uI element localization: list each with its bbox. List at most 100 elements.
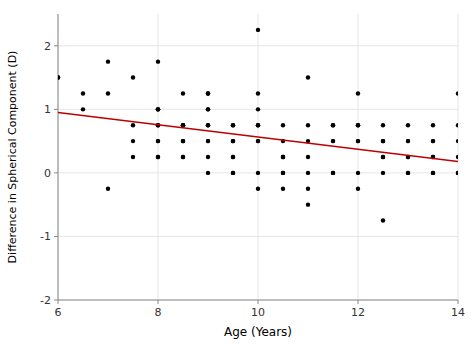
scatter-point <box>181 123 185 127</box>
scatter-point <box>156 107 160 111</box>
y-tick <box>54 45 58 46</box>
scatter-point <box>331 171 335 175</box>
scatter-point <box>381 155 385 159</box>
scatter-point <box>181 139 185 143</box>
scatter-point <box>281 187 285 191</box>
scatter-point <box>131 139 135 143</box>
grid <box>58 14 458 300</box>
scatter-point <box>206 139 210 143</box>
scatter-point <box>431 139 435 143</box>
scatter-point <box>231 139 235 143</box>
scatter-point <box>331 171 335 175</box>
scatter-point <box>106 187 110 191</box>
scatter-point <box>256 171 260 175</box>
axes: 68101214-2-1012 <box>40 14 465 319</box>
y-tick <box>54 300 58 301</box>
scatter-point <box>231 171 235 175</box>
x-axis-label: Age (Years) <box>224 325 292 339</box>
x-tick-label: 14 <box>451 306 465 319</box>
scatter-point <box>256 28 260 32</box>
scatter-point <box>356 171 360 175</box>
scatter-point <box>406 171 410 175</box>
scatter-point <box>131 123 135 127</box>
scatter-point <box>156 107 160 111</box>
scatter-point <box>256 139 260 143</box>
scatter-point <box>331 139 335 143</box>
scatter-point <box>106 59 110 63</box>
y-tick-label: 0 <box>44 167 51 180</box>
scatter-point <box>456 171 458 175</box>
scatter-point <box>306 202 310 206</box>
scatter-point <box>131 75 135 79</box>
scatter-point <box>356 123 360 127</box>
scatter-point <box>256 187 260 191</box>
chart-svg: 68101214-2-1012Age (Years)Difference in … <box>0 0 474 344</box>
scatter-point <box>256 123 260 127</box>
scatter-point <box>331 139 335 143</box>
scatter-point <box>356 139 360 143</box>
scatter-point <box>356 139 360 143</box>
scatter-point <box>156 139 160 143</box>
background <box>0 0 474 344</box>
scatter-point <box>456 123 458 127</box>
scatter-point <box>231 139 235 143</box>
scatter-point <box>281 155 285 159</box>
scatter-point <box>456 171 458 175</box>
y-tick-label: -1 <box>40 230 51 243</box>
plot-area <box>58 28 458 223</box>
scatter-point <box>206 155 210 159</box>
scatter-point <box>231 123 235 127</box>
scatter-point <box>306 75 310 79</box>
scatter-point <box>206 107 210 111</box>
y-axis-label: Difference in Spherical Component (D) <box>6 51 19 264</box>
y-tick <box>54 172 58 173</box>
scatter-point <box>456 91 458 95</box>
scatter-point <box>181 123 185 127</box>
scatter-point <box>381 139 385 143</box>
scatter-point <box>456 139 458 143</box>
scatter-series <box>58 28 458 223</box>
scatter-point <box>156 59 160 63</box>
y-axis-line <box>58 14 59 300</box>
x-grid-line <box>258 14 259 300</box>
scatter-point <box>156 139 160 143</box>
x-tick-label: 6 <box>55 306 62 319</box>
scatter-point <box>156 155 160 159</box>
scatter-point <box>156 155 160 159</box>
scatter-point <box>256 107 260 111</box>
scatter-point <box>381 139 385 143</box>
y-tick-label: 1 <box>44 103 51 116</box>
scatter-point <box>181 155 185 159</box>
scatter-point <box>206 107 210 111</box>
scatter-point <box>281 155 285 159</box>
scatter-point <box>431 171 435 175</box>
scatter-point <box>256 91 260 95</box>
x-tick <box>258 300 259 304</box>
scatter-point <box>81 107 85 111</box>
scatter-point <box>456 171 458 175</box>
scatter-point <box>381 155 385 159</box>
scatter-point <box>156 107 160 111</box>
scatter-point <box>231 171 235 175</box>
scatter-point <box>106 91 110 95</box>
scatter-point <box>381 218 385 222</box>
x-grid-line <box>358 14 359 300</box>
x-tick <box>58 300 59 304</box>
scatter-point <box>406 139 410 143</box>
scatter-point <box>281 171 285 175</box>
scatter-point <box>306 123 310 127</box>
scatter-point <box>281 123 285 127</box>
scatter-point <box>231 155 235 159</box>
scatter-point <box>306 171 310 175</box>
scatter-point <box>206 171 210 175</box>
x-tick-label: 12 <box>351 306 365 319</box>
scatter-point <box>406 123 410 127</box>
scatter-point <box>406 171 410 175</box>
regression-line <box>58 113 458 162</box>
x-tick-label: 10 <box>251 306 265 319</box>
scatter-point <box>206 91 210 95</box>
scatter-point <box>306 155 310 159</box>
chart-container: 68101214-2-1012Age (Years)Difference in … <box>0 0 474 344</box>
scatter-point <box>381 171 385 175</box>
scatter-point <box>131 155 135 159</box>
